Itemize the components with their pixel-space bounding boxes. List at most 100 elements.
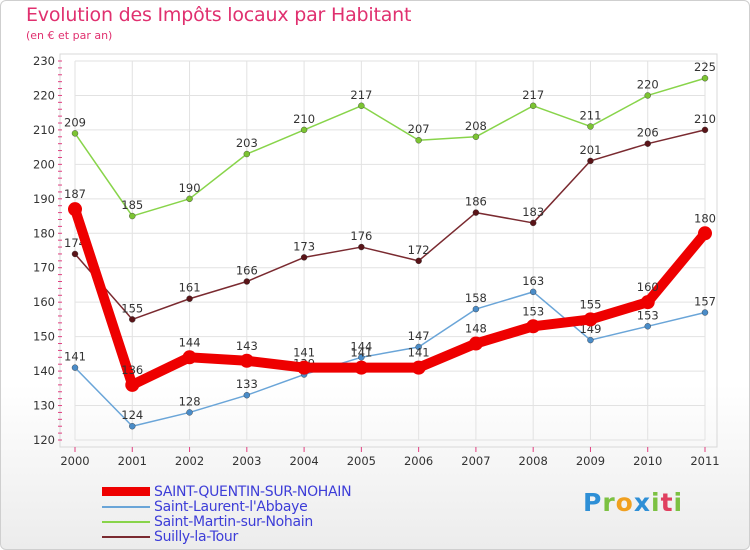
data-point-saint-quentin-sur-nohain xyxy=(411,360,426,375)
legend-item: SAINT-QUENTIN-SUR-NOHAIN xyxy=(102,483,352,500)
data-point-saint-laurent-l-abbaye xyxy=(415,343,422,351)
data-point-saint-laurent-l-abbaye xyxy=(472,305,480,313)
legend-swatch xyxy=(102,520,150,523)
data-label-saint-laurent-l-abbaye: 163 xyxy=(522,274,544,288)
data-label-saint-martin-sur-nohain: 210 xyxy=(293,112,315,126)
data-label-saint-quentin-sur-nohain: 187 xyxy=(64,187,86,201)
data-point-suilly-la-tour xyxy=(472,209,480,216)
legend-item: Saint-Laurent-l'Abbaye xyxy=(102,498,351,515)
x-tick-label-2000: 2000 xyxy=(60,454,89,468)
data-label-saint-martin-sur-nohain: 190 xyxy=(179,181,201,195)
data-label-saint-laurent-l-abbaye: 141 xyxy=(64,350,86,364)
logo-letter: i xyxy=(651,488,661,517)
data-label-suilly-la-tour: 161 xyxy=(179,281,201,295)
data-point-saint-laurent-l-abbaye xyxy=(701,309,709,316)
data-label-saint-laurent-l-abbaye: 157 xyxy=(694,295,716,309)
data-point-saint-quentin-sur-nohain xyxy=(698,226,712,241)
legend-label: Saint-Laurent-l'Abbaye xyxy=(154,498,308,515)
data-label-saint-quentin-sur-nohain: 144 xyxy=(179,335,201,349)
data-point-suilly-la-tour xyxy=(701,126,709,134)
data-label-saint-quentin-sur-nohain: 143 xyxy=(236,339,258,353)
data-label-saint-quentin-sur-nohain: 153 xyxy=(522,304,544,318)
data-point-saint-quentin-sur-nohain xyxy=(354,360,369,375)
data-point-saint-laurent-l-abbaye xyxy=(129,423,136,430)
data-point-saint-quentin-sur-nohain xyxy=(182,350,197,365)
data-point-saint-laurent-l-abbaye xyxy=(186,409,193,416)
data-point-saint-martin-sur-nohain xyxy=(358,102,365,109)
plot-area xyxy=(59,53,718,448)
series-line-suilly-la-tour xyxy=(74,129,706,321)
x-tick-label-2005: 2005 xyxy=(347,454,376,468)
x-tick-label-2002: 2002 xyxy=(175,454,204,468)
data-point-saint-martin-sur-nohain xyxy=(300,126,308,134)
proxiti-logo: Proxiti xyxy=(583,488,683,517)
data-point-suilly-la-tour xyxy=(300,254,308,261)
y-tick-label-120: 120 xyxy=(33,433,55,447)
data-point-saint-laurent-l-abbaye xyxy=(644,323,651,330)
data-label-saint-martin-sur-nohain: 211 xyxy=(579,108,601,122)
legend-swatch xyxy=(102,487,150,496)
y-tick-label-180: 180 xyxy=(33,226,55,240)
x-tick-label-2009: 2009 xyxy=(576,454,605,468)
data-label-saint-quentin-sur-nohain: 141 xyxy=(350,346,372,360)
data-label-suilly-la-tour: 201 xyxy=(579,143,601,157)
y-tick-label-200: 200 xyxy=(33,157,55,171)
data-label-suilly-la-tour: 172 xyxy=(408,243,430,257)
data-point-suilly-la-tour xyxy=(529,219,537,227)
data-point-saint-laurent-l-abbaye xyxy=(529,288,537,296)
data-label-suilly-la-tour: 206 xyxy=(637,126,659,140)
data-label-saint-laurent-l-abbaye: 147 xyxy=(408,329,430,343)
chart-legend: SAINT-QUENTIN-SUR-NOHAIN Saint-Laurent-l'… xyxy=(102,483,352,545)
data-point-suilly-la-tour xyxy=(243,278,251,285)
legend-label: SAINT-QUENTIN-SUR-NOHAIN xyxy=(154,483,352,500)
data-label-saint-quentin-sur-nohain: 148 xyxy=(465,322,487,336)
data-label-saint-martin-sur-nohain: 220 xyxy=(637,77,659,91)
logo-letter: o xyxy=(615,488,634,517)
logo-letter: x xyxy=(633,488,651,517)
data-point-saint-laurent-l-abbaye xyxy=(71,364,79,371)
data-point-saint-quentin-sur-nohain xyxy=(297,360,312,375)
data-label-saint-laurent-l-abbaye: 158 xyxy=(465,291,487,305)
y-tick-label-220: 220 xyxy=(33,88,55,102)
data-label-saint-laurent-l-abbaye: 128 xyxy=(179,394,201,408)
data-label-saint-quentin-sur-nohain: 136 xyxy=(121,363,143,377)
legend-swatch xyxy=(102,505,150,508)
data-point-suilly-la-tour xyxy=(358,243,365,251)
y-tick-label-150: 150 xyxy=(33,330,55,344)
data-label-saint-quentin-sur-nohain: 160 xyxy=(637,280,659,294)
data-point-saint-martin-sur-nohain xyxy=(186,195,193,203)
y-tick-label-140: 140 xyxy=(33,364,55,378)
data-label-saint-laurent-l-abbaye: 124 xyxy=(121,408,143,422)
data-point-saint-martin-sur-nohain xyxy=(472,133,480,141)
x-tick-label-2008: 2008 xyxy=(519,454,548,468)
chart-title: Evolution des Impôts locaux par Habitant xyxy=(26,4,412,26)
data-label-saint-martin-sur-nohain: 217 xyxy=(350,88,372,102)
y-tick-label-130: 130 xyxy=(33,399,55,413)
data-label-saint-laurent-l-abbaye: 149 xyxy=(579,322,601,336)
x-tick-label-2004: 2004 xyxy=(289,454,318,468)
line-chart: 120 130 140 150 160 170 180 190 200 210 220 230 2000… xyxy=(33,53,720,468)
data-label-suilly-la-tour: 183 xyxy=(522,205,544,219)
data-point-suilly-la-tour xyxy=(587,157,594,165)
data-label-saint-martin-sur-nohain: 225 xyxy=(694,60,716,74)
data-label-saint-laurent-l-abbaye: 133 xyxy=(236,377,258,391)
data-point-saint-quentin-sur-nohain xyxy=(526,319,541,334)
x-tick-label-2010: 2010 xyxy=(633,454,662,468)
data-label-saint-martin-sur-nohain: 208 xyxy=(465,119,487,133)
data-label-saint-martin-sur-nohain: 185 xyxy=(121,198,143,212)
data-point-saint-quentin-sur-nohain xyxy=(640,295,655,310)
logo-letter: t xyxy=(660,488,674,517)
legend-swatch xyxy=(102,535,150,538)
data-label-saint-quentin-sur-nohain: 141 xyxy=(408,346,430,360)
data-label-suilly-la-tour: 176 xyxy=(350,229,372,243)
data-point-saint-quentin-sur-nohain xyxy=(125,377,140,392)
data-label-saint-quentin-sur-nohain: 141 xyxy=(293,346,315,360)
y-tick-label-160: 160 xyxy=(33,295,55,309)
data-label-saint-laurent-l-abbaye: 144 xyxy=(350,339,372,353)
data-point-suilly-la-tour xyxy=(415,257,422,265)
legend-label: Saint-Martin-sur-Nohain xyxy=(154,513,313,530)
data-label-saint-laurent-l-abbaye: 153 xyxy=(637,308,659,322)
x-tick-label-2011: 2011 xyxy=(690,454,719,468)
x-tick-label-2007: 2007 xyxy=(461,454,490,468)
